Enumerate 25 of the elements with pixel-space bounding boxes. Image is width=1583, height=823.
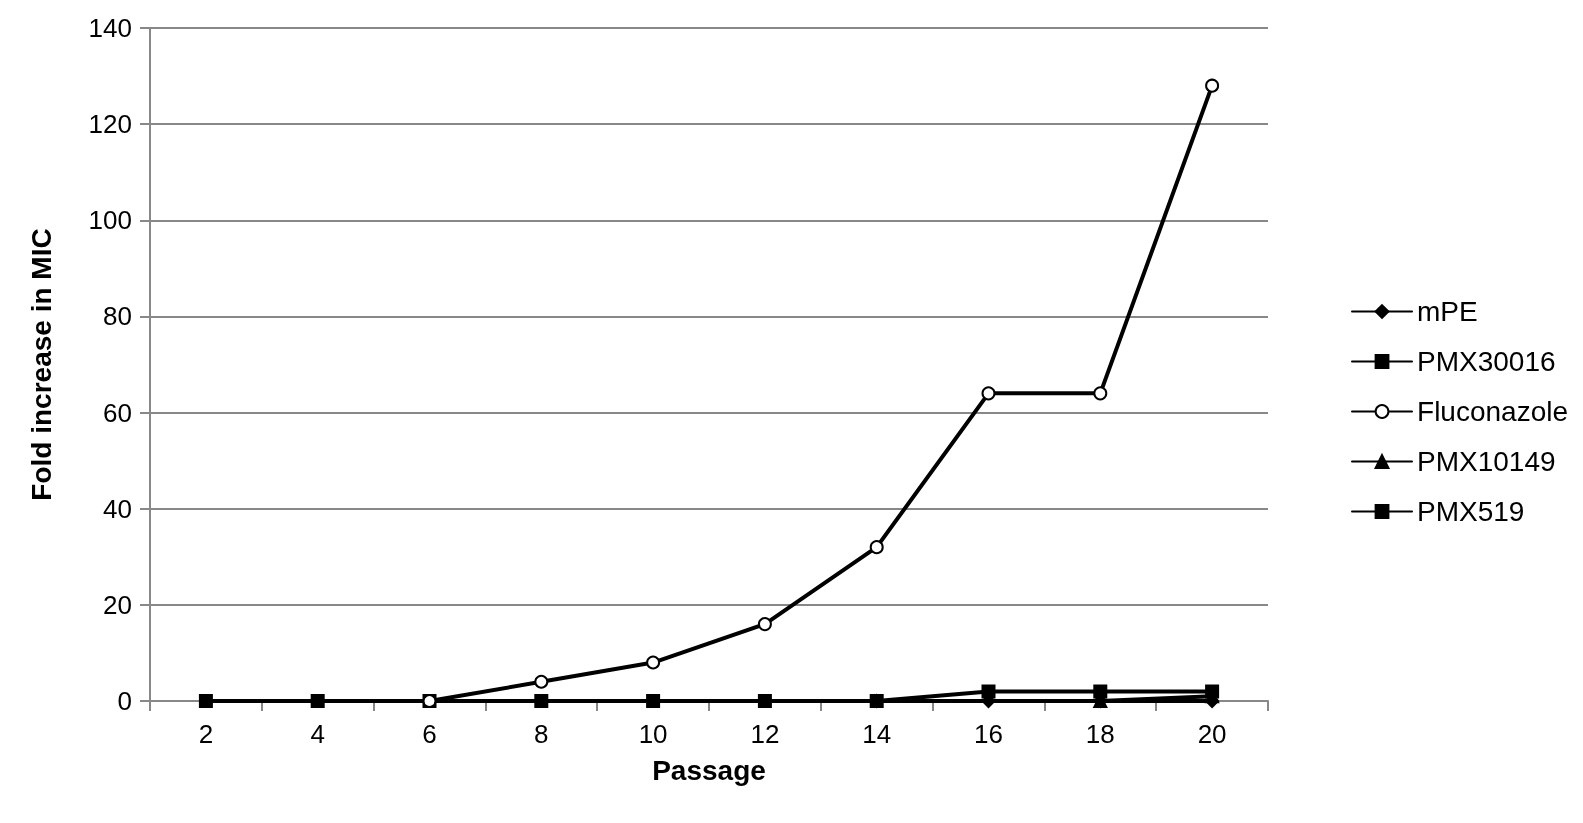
y-axis-title: Fold increase in MIC	[25, 228, 57, 501]
x-tick-label: 10	[638, 719, 668, 749]
x-tick-label: 18	[1085, 719, 1115, 749]
y-tick-label: 100	[88, 205, 132, 236]
y-tick-label: 60	[103, 397, 132, 428]
legend-label: PMX519	[1417, 496, 1525, 527]
y-tick-label: 120	[88, 109, 132, 140]
y-tick-label: 0	[117, 686, 132, 716]
legend-label: PMX10149	[1417, 446, 1556, 477]
x-axis-title: Passage	[652, 754, 766, 786]
legend-label: PMX30016	[1417, 346, 1556, 377]
x-tick-label: 14	[862, 719, 892, 749]
y-tick-label: 40	[103, 493, 132, 524]
y-tick-label: 140	[88, 13, 132, 43]
x-tick-label: 2	[198, 719, 214, 749]
legend-label: mPE	[1417, 296, 1478, 327]
x-tick-label: 16	[974, 719, 1003, 749]
x-tick-label: 4	[310, 719, 325, 749]
y-tick-label: 80	[103, 301, 132, 332]
x-tick-label: 20	[1197, 719, 1227, 749]
x-tick-label: 8	[534, 719, 549, 749]
x-tick-label: 6	[422, 719, 437, 749]
legend-label: Fluconazole	[1417, 396, 1569, 427]
y-tick-label: 20	[103, 589, 132, 620]
x-tick-label: 12	[750, 719, 780, 749]
